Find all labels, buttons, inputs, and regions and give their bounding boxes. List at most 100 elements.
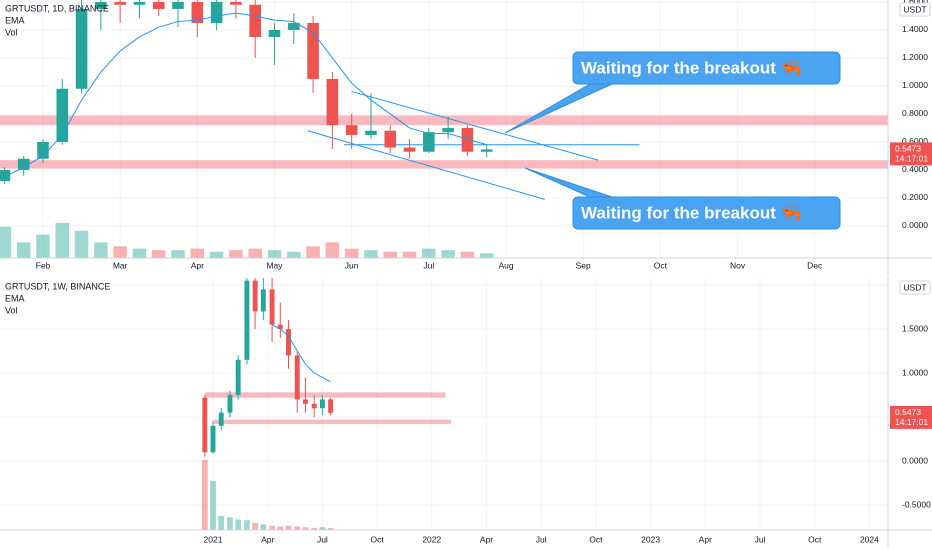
currency-box [899,2,931,17]
candle-body [230,1,242,5]
candle-body [260,289,266,312]
volume-bar [36,234,50,258]
trend-line [351,91,598,161]
ema-line [271,324,331,383]
candle-body [227,395,233,413]
candle-body [249,4,261,37]
volume-bar [269,525,275,530]
trend-line [307,130,545,200]
y-tick-label: 1.0000 [902,80,928,90]
x-tick-label: Apr [480,534,493,544]
price-tag [890,405,932,429]
x-tick-label: Aug [498,260,513,270]
volume-bar [244,520,250,530]
countdown: 14:17:01 [895,417,928,427]
x-tick-label: Jul [423,260,434,270]
candle-body [37,141,49,159]
currency: USDT [903,282,926,292]
candle-body [218,412,224,426]
x-tick-label: 2023 [641,534,660,544]
zone [204,392,446,398]
volume-bar [16,242,31,258]
x-tick-label: Sep [576,260,591,270]
candle-body [244,280,250,360]
volume-bar [210,481,216,530]
x-tick-label: Apr [699,534,712,544]
y-tick-label: -0.5000 [902,499,931,509]
y-tick-label: 0.4000 [902,164,928,174]
y-tick-label: 1.4000 [902,24,928,34]
volume-bar [218,516,225,530]
volume-bar [113,246,127,258]
ema-line [4,12,487,178]
volume-bar [229,250,243,258]
x-tick-label: Dec [807,260,823,270]
candle-body [442,127,454,133]
candle-body [210,1,223,23]
candle-body [294,355,300,400]
candle-body [319,399,325,409]
x-tick-label: 2024 [860,534,879,544]
volume-bar [209,251,224,258]
x-tick-label: May [266,260,283,270]
candle-body [311,403,317,409]
x-tick-label: Mar [113,260,128,270]
candle-body [286,329,291,356]
volume-bar [132,248,147,258]
volume-bar [302,527,309,530]
indicator-label: EMA [5,15,25,25]
x-tick-label: Jul [536,534,547,544]
x-tick-label: Apr [191,260,204,270]
x-tick-label: Apr [261,534,274,544]
volume-bar [306,246,320,258]
y-tick-label: 0.6000 [902,136,928,146]
volume-bar [285,525,292,530]
indicator-label: Vol [5,27,18,37]
volume-bar [422,248,436,258]
x-tick-label: Nov [730,260,746,270]
x-tick-label: Oct [370,534,384,544]
candle-body [152,1,165,9]
volume-bar [364,250,378,258]
candle-body [302,399,308,404]
plot [0,278,888,530]
volume-bar [294,526,301,530]
volume-bar [151,250,166,258]
volume-bar [402,251,417,258]
candle-body [133,1,146,5]
candle-body [345,125,358,135]
volume-bar [441,250,455,258]
candle-body [17,158,30,170]
candle-body [423,132,435,152]
volume-bar [248,248,262,258]
candle-body [114,1,126,5]
candle-body [56,88,69,142]
volume-bar [267,250,282,258]
candle-body [172,1,184,9]
volume-bar [235,519,242,530]
candle-body [235,359,241,396]
currency: USDT [903,4,926,14]
x-tick-label: 2022 [422,534,441,544]
volume-bar [227,517,233,530]
candle-body [480,149,493,152]
candle-body [202,397,208,453]
volume-bar [55,222,70,258]
candle-body [461,127,474,152]
currency-box [899,280,931,295]
candle-body [384,130,397,148]
volume-bar [171,250,185,258]
volume-bar [74,230,89,258]
candle-body [365,130,377,135]
y-tick-label: 0.2000 [902,192,928,202]
zone [213,419,451,425]
callout-box [572,51,841,85]
price-tag [890,142,932,166]
volume-bar [479,253,494,258]
x-tick-label: Oct [654,260,668,270]
candle-body [269,289,275,325]
candle-body [0,169,11,182]
candle-body [277,324,283,330]
candle-body [252,280,258,312]
callout-box [572,196,841,230]
